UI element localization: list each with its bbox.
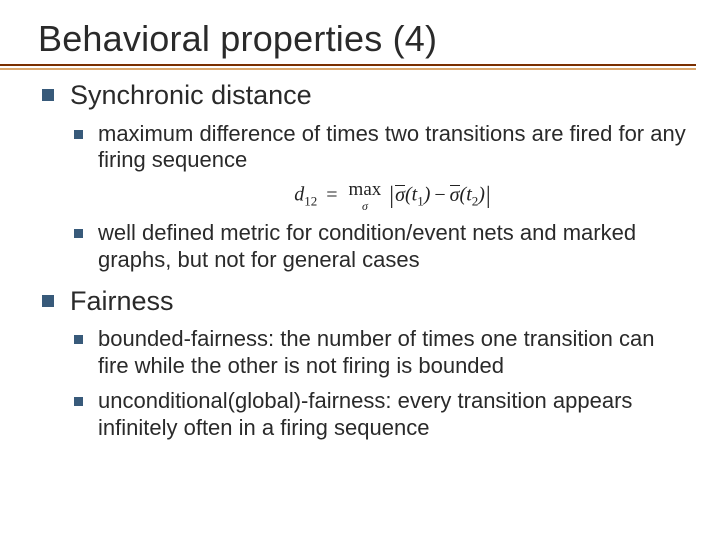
bullet-list: Synchronic distance maximum difference o… (38, 78, 688, 442)
list-item: Synchronic distance maximum difference o… (38, 78, 688, 274)
list-item: well defined metric for condition/event … (70, 220, 688, 274)
slide-title: Behavioral properties (4) (38, 18, 688, 60)
formula-block: d12 = max σ |σ(t1)−σ(t2)| (98, 180, 688, 212)
sigma-bar: σ (450, 185, 460, 204)
list-item: Fairness bounded-fairness: the number of… (38, 284, 688, 442)
equals-sign: = (326, 184, 337, 206)
formula: d12 = max σ |σ(t1)−σ(t2)| (294, 180, 491, 212)
sub-list: maximum difference of times two transiti… (70, 121, 688, 274)
list-item-label: bounded-fairness: the number of times on… (98, 326, 654, 378)
formula-sub: 12 (304, 194, 317, 209)
list-item: bounded-fairness: the number of times on… (70, 326, 688, 380)
slide: Behavioral properties (4) Synchronic dis… (0, 0, 720, 540)
list-item-label: Synchronic distance (70, 80, 312, 110)
max-label: max (349, 180, 382, 199)
max-subscript: σ (349, 200, 382, 212)
abs-bar-left: | (389, 183, 394, 209)
abs-bar-right: | (486, 183, 491, 209)
minus-sign: − (434, 184, 445, 206)
list-item-label: well defined metric for condition/event … (98, 220, 636, 272)
list-item-label: Fairness (70, 286, 174, 316)
sub-list: bounded-fairness: the number of times on… (70, 326, 688, 441)
divider-dark (0, 64, 696, 66)
formula-sub: 2 (472, 194, 479, 209)
list-item: unconditional(global)-fairness: every tr… (70, 388, 688, 442)
list-item-label: maximum difference of times two transiti… (98, 121, 686, 173)
list-item: maximum difference of times two transiti… (70, 121, 688, 213)
max-operator: max σ (349, 180, 382, 212)
formula-sub: 1 (417, 194, 424, 209)
list-item-label: unconditional(global)-fairness: every tr… (98, 388, 632, 440)
divider-light (0, 68, 696, 70)
sigma-bar: σ (395, 185, 405, 204)
formula-var: d (294, 184, 304, 206)
